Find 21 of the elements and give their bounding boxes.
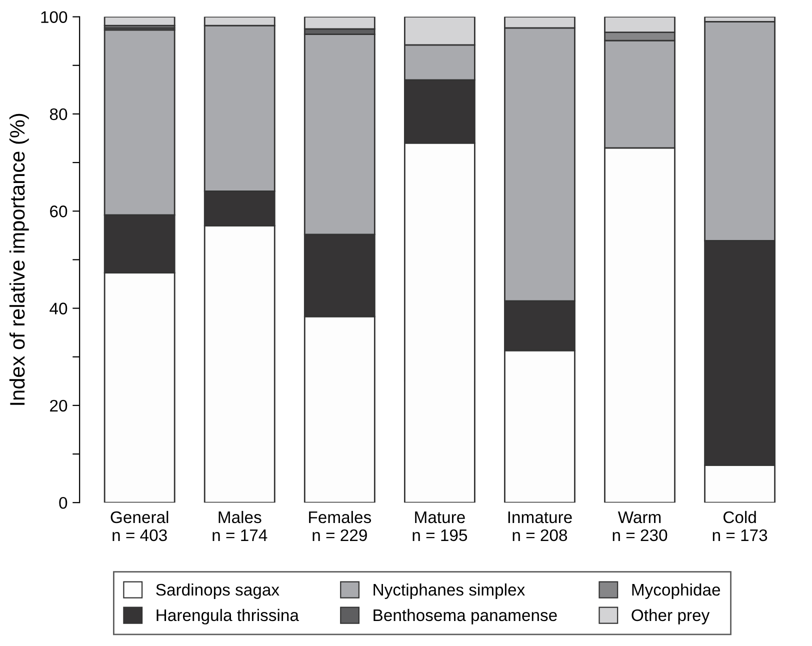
y-tick-label: 40 [50, 302, 68, 314]
y-tick-label: 80 [50, 108, 68, 120]
x-tick-label: Females n = 229 [309, 510, 372, 542]
y-tick-label: 60 [50, 206, 68, 218]
x-tick-label: Mature n = 195 [412, 512, 468, 542]
legend-label: Benthosema panamense [374, 608, 557, 624]
legend-label: Mycophidae [632, 583, 720, 599]
x-tick-label: Males n = 174 [212, 510, 268, 541]
y-axis-title: Index of relative importance (%) [9, 114, 29, 405]
legend-label: Other prey [632, 608, 710, 624]
x-tick-label: Cold n = 173 [712, 510, 768, 542]
x-tick-label: Inmature n = 208 [508, 512, 572, 542]
legend-label: Nyctiphanes simplex [374, 583, 525, 599]
x-tick-label: General n = 403 [110, 510, 168, 542]
legend-label: Sardinops sagax [156, 583, 280, 599]
y-tick-label: 100 [41, 11, 68, 23]
legend-label: Harengula thrissina [156, 608, 299, 624]
x-tick-label: Warm n = 230 [612, 512, 668, 542]
y-tick-label: 20 [50, 400, 68, 412]
bar [104, 16, 176, 26]
y-tick-label: 0 [59, 496, 68, 509]
